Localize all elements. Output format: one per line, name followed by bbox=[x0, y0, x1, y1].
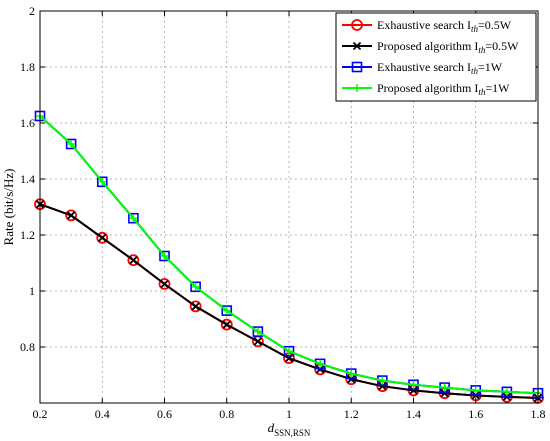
legend-label-suffix: =0.5W bbox=[485, 39, 519, 53]
x-tick-label: 1.2 bbox=[344, 407, 359, 421]
legend-swatch-marker bbox=[352, 41, 362, 51]
y-tick-label: 1.8 bbox=[20, 60, 35, 74]
legend-label: Exhaustive search Ith=0.5W bbox=[377, 18, 512, 34]
legend-label-main: Proposed algorithm I bbox=[377, 81, 478, 95]
x-axis-label: dSSN,RSN bbox=[268, 420, 311, 438]
x-axis-label-sub: SSN,RSN bbox=[274, 428, 311, 438]
series-2-point bbox=[160, 279, 169, 289]
y-tick-label: 1 bbox=[29, 284, 35, 298]
series-3-point bbox=[252, 326, 264, 337]
series-4-point bbox=[409, 380, 418, 389]
y-tick-label: 1.6 bbox=[20, 116, 35, 130]
series-1-point bbox=[65, 209, 78, 222]
series-3-point bbox=[283, 345, 295, 357]
legend-label-suffix: =1W bbox=[485, 81, 510, 95]
series-2-point bbox=[98, 233, 107, 242]
x-tick-label: 0.4 bbox=[95, 407, 110, 421]
x-tick-label: 1.8 bbox=[531, 407, 546, 421]
series-2-point bbox=[129, 256, 138, 265]
series-3-point bbox=[96, 176, 108, 188]
series-3-point bbox=[190, 281, 201, 293]
x-tick-label: 0.2 bbox=[33, 407, 48, 421]
legend-label-sub: th bbox=[478, 87, 486, 97]
y-tick-label: 2 bbox=[29, 4, 35, 18]
legend-label: Exhaustive search Ith=1W bbox=[377, 60, 503, 76]
series-2-point bbox=[315, 365, 325, 374]
legend-swatch-marker bbox=[353, 84, 361, 92]
legend-label-main: Exhaustive search I bbox=[377, 18, 471, 32]
tick-layer: 0.2 0.4 0.6 0.8 1 1.2 1.4 1.6 1.8 0.8 1 1.2 1.4 1.6 1.… bbox=[20, 4, 546, 421]
legend-label-suffix: =0.5W bbox=[478, 18, 512, 32]
y-tick-label: 1.2 bbox=[20, 228, 35, 242]
series-3-point bbox=[221, 305, 233, 316]
series-1-point bbox=[220, 318, 233, 331]
legend-swatch-marker bbox=[351, 61, 363, 73]
series-4-point bbox=[347, 369, 356, 378]
legend-label-main: Exhaustive search I bbox=[377, 60, 471, 74]
legend-label-main: Proposed algorithm I bbox=[377, 39, 478, 53]
series-2-point bbox=[409, 386, 418, 395]
series-2-point bbox=[66, 211, 76, 220]
legend-label: Proposed algorithm Ith=0.5W bbox=[377, 39, 519, 55]
series-2-point bbox=[222, 320, 231, 329]
y-tick-label: 1.4 bbox=[20, 172, 35, 186]
y-axis-label: Rate (bit/s/Hz) bbox=[1, 169, 16, 246]
series-3-point bbox=[159, 250, 170, 262]
series-4-point bbox=[316, 359, 325, 368]
legend-entry-3: Exhaustive search Ith=1W bbox=[342, 60, 503, 76]
series-1-point bbox=[127, 254, 140, 267]
series-2-point bbox=[191, 302, 200, 311]
series-4-point bbox=[222, 306, 231, 315]
series-4-point bbox=[98, 177, 107, 186]
series-4-point bbox=[67, 140, 76, 148]
series-2-point bbox=[347, 375, 356, 384]
legend-swatch-marker bbox=[351, 19, 363, 31]
series-4-point bbox=[471, 386, 480, 395]
series-2-point bbox=[378, 382, 387, 391]
series-4-point bbox=[502, 387, 511, 396]
legend-label: Proposed algorithm Ith=1W bbox=[377, 81, 510, 97]
series-3-point bbox=[65, 138, 77, 150]
legend-box bbox=[335, 12, 537, 102]
legend-label-sub: th bbox=[471, 24, 479, 34]
series-3-point bbox=[314, 358, 326, 370]
series-4-point bbox=[191, 282, 200, 291]
series-3-point bbox=[128, 212, 139, 224]
series-4-point bbox=[440, 383, 449, 392]
series-4-point bbox=[378, 376, 387, 385]
legend-entry-1: Exhaustive search Ith=0.5W bbox=[342, 18, 512, 34]
legend-entry-4: Proposed algorithm Ith=1W bbox=[342, 81, 510, 97]
series-2-point bbox=[440, 389, 449, 398]
series-layer bbox=[34, 110, 544, 404]
series-2-point bbox=[253, 337, 263, 346]
legend-label-sub: th bbox=[478, 45, 486, 55]
x-tick-label: 1.4 bbox=[406, 407, 421, 421]
series-4-point bbox=[285, 347, 293, 356]
x-tick-label: 0.8 bbox=[219, 407, 234, 421]
x-axis-label-main: d bbox=[268, 420, 275, 435]
legend-label-suffix: =1W bbox=[478, 60, 503, 74]
series-1-point bbox=[189, 300, 202, 313]
series-4-point bbox=[160, 252, 169, 260]
series-1-point bbox=[96, 231, 109, 244]
x-tick-label: 1 bbox=[286, 407, 292, 421]
series-4-point bbox=[253, 327, 262, 336]
x-tick-label: 0.6 bbox=[157, 407, 172, 421]
series-4-point bbox=[129, 214, 138, 223]
legend-entry-2: Proposed algorithm Ith=0.5W bbox=[342, 39, 519, 55]
y-tick-label: 0.8 bbox=[20, 340, 35, 354]
series-2 bbox=[35, 200, 543, 403]
legend-label-sub: th bbox=[471, 66, 479, 76]
series-1-point bbox=[158, 278, 171, 290]
x-tick-label: 1.6 bbox=[468, 407, 483, 421]
